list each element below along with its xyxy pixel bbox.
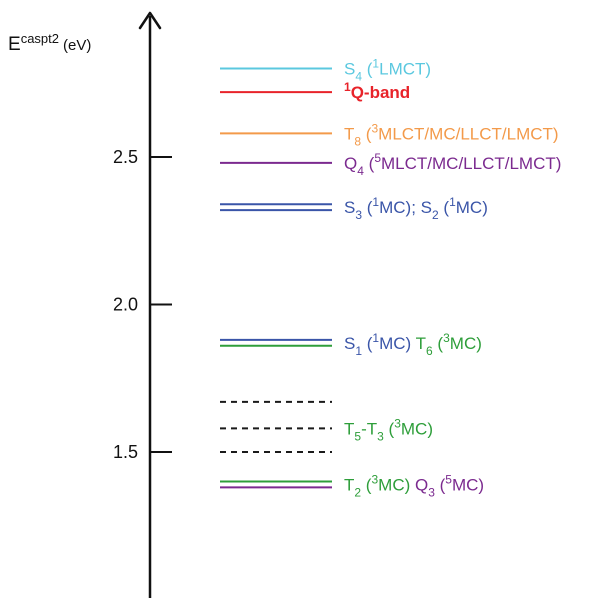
- axis-title-unit: (eV): [63, 37, 91, 54]
- level-label-t5t3: T5-T3 (3MC): [344, 416, 433, 443]
- level-label-s1t6: S1 (1MC) T6 (3MC): [344, 331, 482, 358]
- label-run: MLCT/MC/LLCT/LMCT): [381, 154, 561, 173]
- axis-tick-label: 2.0: [113, 295, 138, 315]
- label-run: MC): [450, 334, 482, 353]
- label-run: S: [344, 198, 355, 217]
- label-run: (: [362, 60, 373, 79]
- label-run: S: [344, 334, 355, 353]
- label-run: (: [361, 124, 372, 143]
- label-run: -T: [361, 419, 377, 438]
- axis-title-superscript: caspt2: [21, 31, 59, 46]
- label-run: MC); S: [379, 198, 432, 217]
- label-run: MLCT/MC/LLCT/LMCT): [378, 124, 558, 143]
- axis-tick-label: 2.5: [113, 147, 138, 167]
- label-run: Q: [415, 475, 428, 494]
- label-run: (: [361, 475, 372, 494]
- label-run: (: [364, 154, 375, 173]
- label-run: (: [433, 334, 444, 353]
- label-run: (: [439, 198, 450, 217]
- energy-levels: [220, 69, 332, 602]
- label-run: (: [435, 475, 446, 494]
- label-run: MC): [452, 475, 484, 494]
- axis-ticks: 2.5 2.0 1.5: [113, 147, 172, 462]
- axis-title: Ecaspt2 (eV): [8, 31, 91, 55]
- label-run: Q-band: [351, 83, 411, 102]
- label-run: MC): [456, 198, 488, 217]
- label-run: T: [344, 419, 354, 438]
- label-run: T: [416, 334, 426, 353]
- label-run: LMCT): [379, 60, 431, 79]
- label-run: MC): [378, 475, 415, 494]
- label-run: T: [344, 475, 354, 494]
- label-run: MC): [379, 334, 416, 353]
- label-run: Q: [344, 154, 357, 173]
- label-run: T: [344, 124, 354, 143]
- level-label-qband: 1Q-band: [344, 80, 410, 102]
- level-label-t8: T8 (3MLCT/MC/LLCT/LMCT): [344, 121, 559, 148]
- level-labels: S4 (1LMCT)1Q-band T8 (3MLCT/MC/LLCT/LMCT)…: [344, 57, 561, 602]
- level-label-t2q3: T2 (3MC) Q3 (5MC): [344, 472, 484, 499]
- level-label-q4: Q4 (5MLCT/MC/LLCT/LMCT): [344, 151, 561, 178]
- label-run: S: [344, 60, 355, 79]
- label-run: (: [384, 419, 395, 438]
- axis-title-main: E: [8, 34, 21, 55]
- level-label-s4: S4 (1LMCT): [344, 57, 431, 84]
- level-label-s3s2: S3 (1MC); S2 (1MC): [344, 195, 488, 222]
- axis-tick-label: 1.5: [113, 442, 138, 462]
- label-run: (: [362, 198, 373, 217]
- label-run: MC): [401, 419, 433, 438]
- label-run: (: [362, 334, 373, 353]
